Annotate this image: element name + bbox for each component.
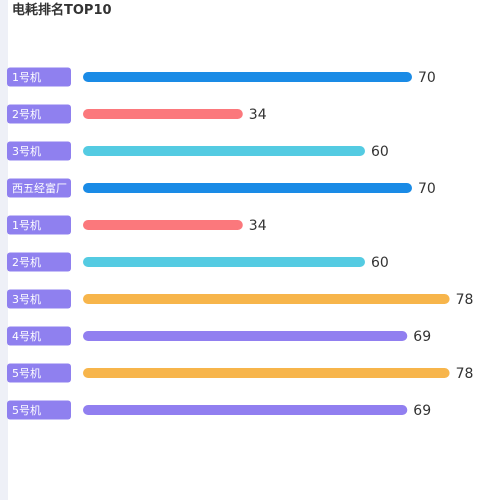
category-badge (7, 400, 71, 420)
bar-row: 1号机 70 (7, 67, 436, 87)
bar (83, 72, 412, 82)
value-label: 70 (418, 181, 436, 197)
category-badge (7, 289, 71, 309)
category-badge (7, 326, 71, 346)
bar (83, 405, 408, 415)
category-label: 4号机 (12, 329, 41, 343)
bar-row: 3号机 78 (7, 289, 474, 309)
category-label: 3号机 (12, 144, 41, 158)
value-label: 70 (418, 70, 436, 86)
chart-title: 电耗排名TOP10 (12, 3, 112, 18)
bar (83, 294, 450, 304)
category-label: 2号机 (12, 255, 41, 269)
bar (83, 331, 408, 341)
bar (83, 220, 243, 230)
category-badge (7, 141, 71, 161)
category-badge (7, 215, 71, 235)
value-label: 69 (413, 329, 431, 345)
category-badge (7, 363, 71, 383)
value-label: 78 (456, 366, 474, 382)
value-label: 34 (249, 107, 267, 123)
category-badge (7, 252, 71, 272)
category-label: 5号机 (12, 403, 41, 417)
bar (83, 146, 365, 156)
value-label: 60 (371, 144, 389, 160)
bar-row: 3号机 60 (7, 141, 389, 161)
category-badge (7, 104, 71, 124)
category-label: 5号机 (12, 366, 41, 380)
bar (83, 183, 412, 193)
category-label: 西五经富厂 (12, 181, 67, 195)
category-label: 2号机 (12, 107, 41, 121)
bar-row: 2号机 60 (7, 252, 389, 272)
bar-row: 西五经富厂 70 (7, 178, 436, 198)
value-label: 78 (456, 292, 474, 308)
left-edge-strip (0, 0, 8, 500)
bar-row: 2号机 34 (7, 104, 267, 124)
bar (83, 109, 243, 119)
category-label: 1号机 (12, 218, 41, 232)
bar (83, 368, 450, 378)
category-label: 1号机 (12, 70, 41, 84)
category-badge (7, 67, 71, 87)
bar-row: 4号机 69 (7, 326, 431, 346)
bar-row: 5号机 69 (7, 400, 431, 420)
category-badge (7, 178, 71, 198)
value-label: 60 (371, 255, 389, 271)
bar (83, 257, 365, 267)
category-label: 3号机 (12, 292, 41, 306)
value-label: 34 (249, 218, 267, 234)
value-label: 69 (413, 403, 431, 419)
bar-row: 5号机 78 (7, 363, 474, 383)
bar-row: 1号机 34 (7, 215, 267, 235)
